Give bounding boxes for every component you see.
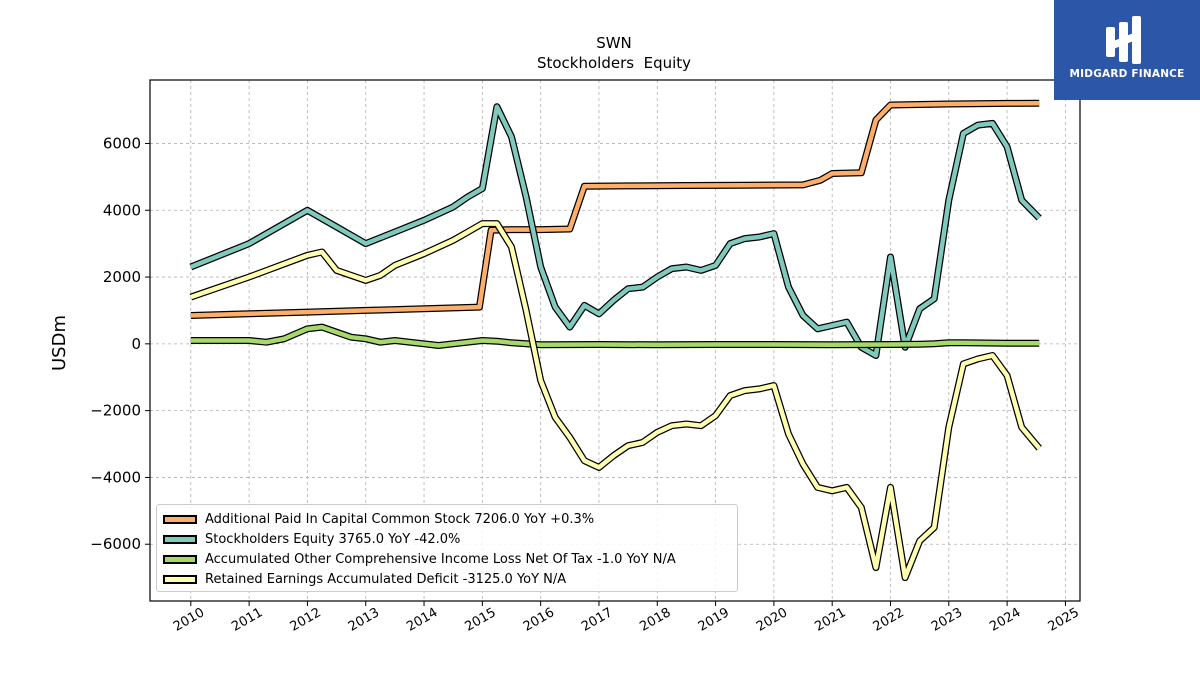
x-tick-label: 2014 [404,605,440,635]
legend-label: Retained Earnings Accumulated Deficit -3… [205,571,567,587]
x-tick-label: 2024 [987,605,1023,635]
legend-item: Stockholders Equity 3765.0 YoY -42.0% [163,529,731,549]
x-tick-label: 2016 [521,605,557,635]
plot-frame [149,79,1081,602]
x-tick-label: 2010 [171,605,207,635]
y-tick-label: 2000 [103,268,141,286]
x-tick-label: 2018 [637,605,673,635]
series-line-0 [190,100,1040,318]
x-tick-label: 2025 [1046,605,1082,635]
x-tick-label: 2021 [812,605,848,635]
legend-label: Additional Paid In Capital Common Stock … [205,511,595,527]
x-tick-label: 2012 [288,605,324,635]
x-tick-label: 2015 [463,605,499,635]
legend-swatch [163,554,197,564]
logo-mark-icon [1106,16,1141,64]
y-axis-label: USDm [49,315,70,371]
series-outline-1 [189,103,1042,359]
legend-label: Accumulated Other Comprehensive Income L… [205,551,676,567]
legend-item: Additional Paid In Capital Common Stock … [163,509,731,529]
series-line-2 [190,324,1040,348]
x-tick-label: 2019 [696,605,732,635]
x-tick-label: 2023 [929,605,965,635]
x-tick-label: 2020 [754,605,790,635]
legend-swatch [163,514,197,524]
legend-label: Stockholders Equity 3765.0 YoY -42.0% [205,531,461,547]
series-outline-0 [190,99,1040,319]
legend: Additional Paid In Capital Common Stock … [156,504,738,592]
x-tick-label: 2013 [346,605,382,635]
y-tick-label: −4000 [90,468,141,486]
y-tick-label: −2000 [90,402,141,420]
series-line-1 [189,104,1041,358]
legend-item: Accumulated Other Comprehensive Income L… [163,549,731,569]
legend-swatch [163,534,197,544]
x-tick-label: 2017 [579,605,615,635]
chart-title: SWN [596,34,632,52]
legend-item: Retained Earnings Accumulated Deficit -3… [163,569,731,589]
x-tick-label: 2022 [871,605,907,635]
y-tick-label: 0 [131,335,141,353]
legend-swatch [163,574,197,584]
logo-text: MIDGARD FINANCE [1069,68,1185,80]
series-line-3 [190,221,1041,580]
y-tick-label: 4000 [103,201,141,219]
chart-subtitle: Stockholders Equity [537,54,691,72]
y-tick-label: 6000 [103,134,141,152]
series-lines [189,99,1042,582]
x-tick-label: 2011 [229,605,265,635]
y-tick-label: −6000 [90,535,141,553]
midgard-finance-logo: MIDGARD FINANCE [1054,0,1200,100]
